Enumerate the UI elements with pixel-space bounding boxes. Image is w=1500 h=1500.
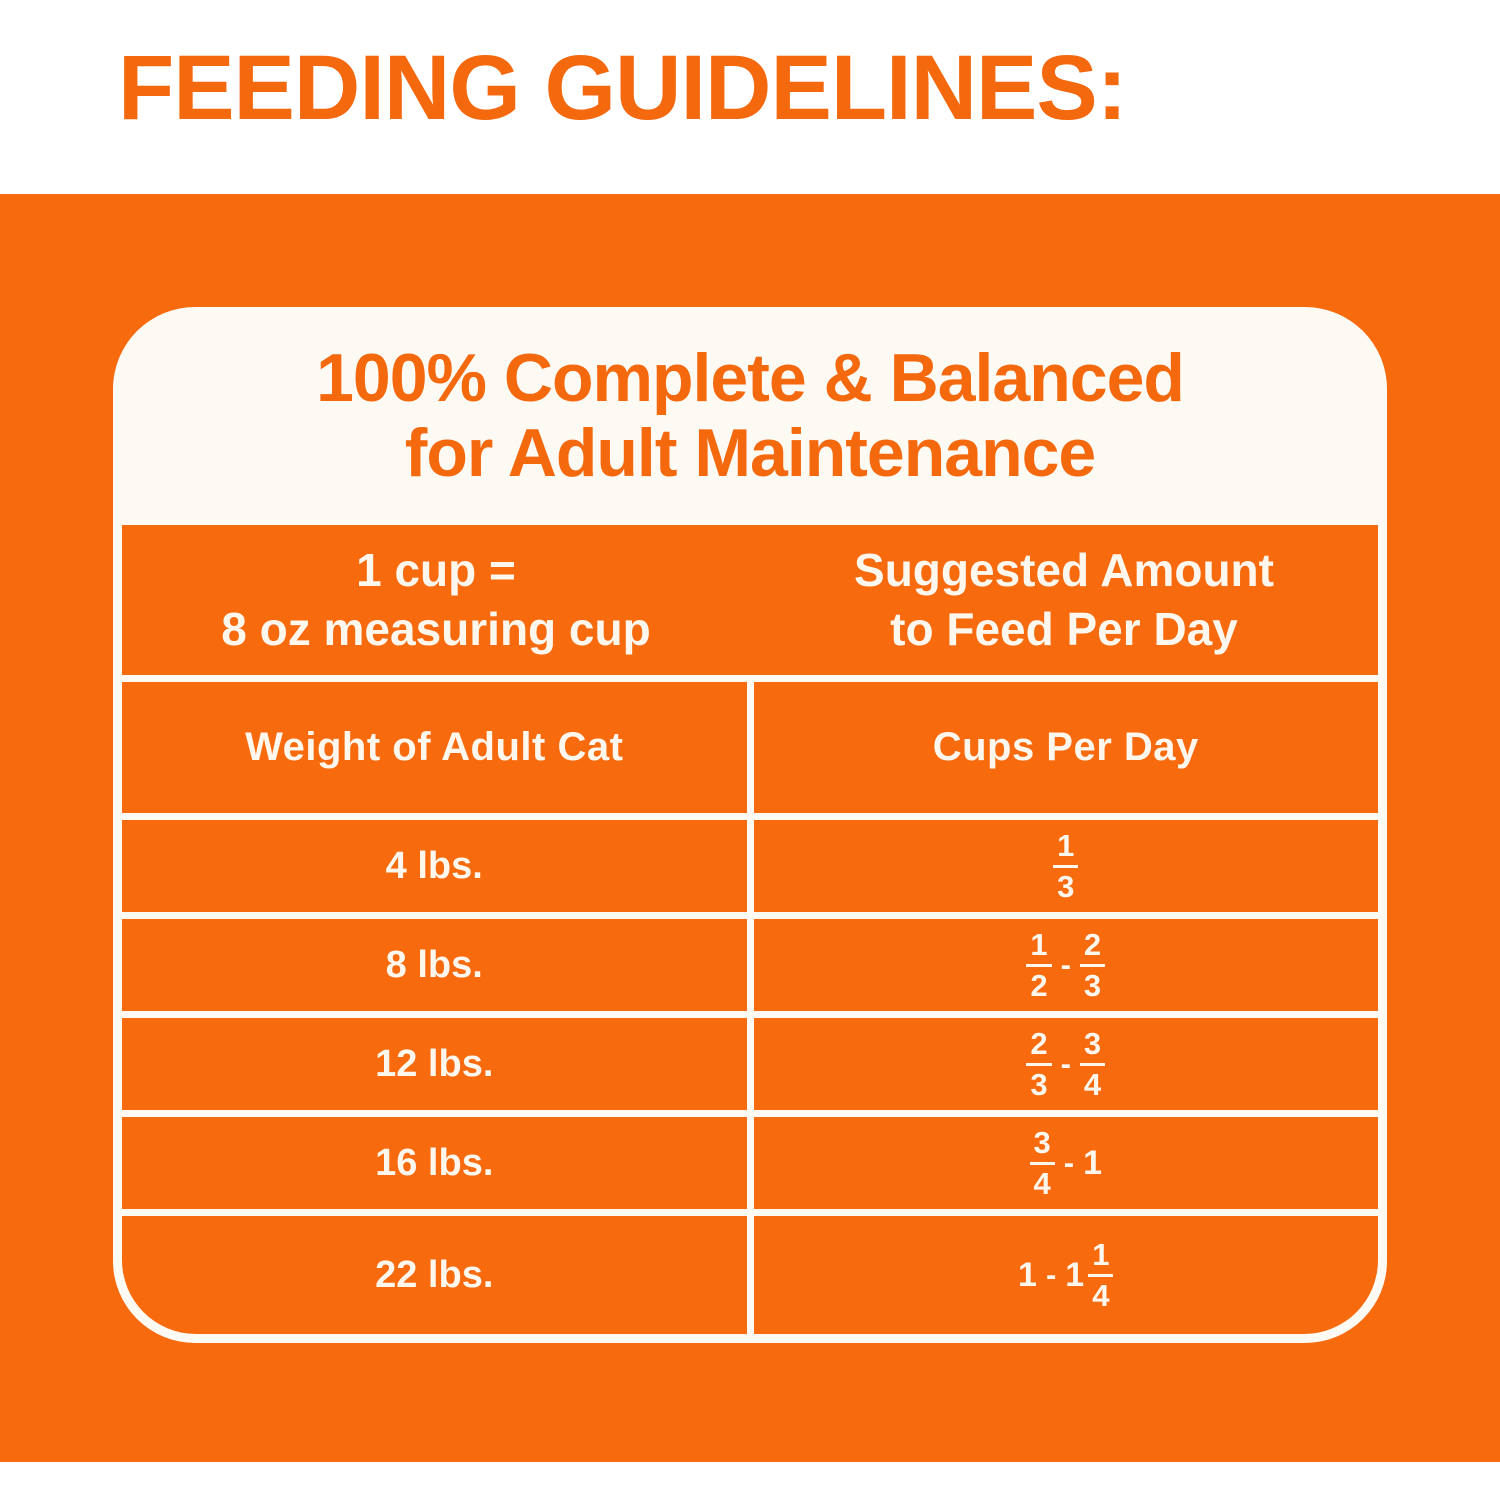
fraction-numerator: 2 <box>1079 929 1106 967</box>
fraction-denominator: 4 <box>1033 1165 1051 1201</box>
table-row-weight: 22 lbs. <box>122 1216 747 1334</box>
table-row-weight: 16 lbs. <box>122 1117 747 1209</box>
column-header-weight: Weight of Adult Cat <box>122 682 747 813</box>
range-dash: - <box>1060 947 1071 982</box>
table-row-weight: 8 lbs. <box>122 919 747 1011</box>
fraction-numerator: 2 <box>1026 1028 1052 1066</box>
whole-number: 1 <box>1018 1255 1037 1294</box>
range-dash: - <box>1063 1145 1075 1180</box>
fraction-denominator: 4 <box>1083 1066 1102 1102</box>
fraction-denominator: 2 <box>1030 967 1048 1003</box>
range-dash: - <box>1045 1257 1057 1292</box>
fraction-numerator: 1 <box>1088 1239 1114 1277</box>
header-cup-definition: 1 cup = 8 oz measuring cup <box>122 541 750 659</box>
top-white-band: FEEDING GUIDELINES: <box>0 0 1500 194</box>
fraction-numerator: 3 <box>1029 1127 1055 1165</box>
whole-number: 1 <box>1065 1255 1085 1294</box>
header-suggested-amount-line1: Suggested Amount <box>854 544 1274 597</box>
fraction-numerator: 1 <box>1053 830 1079 868</box>
header-cup-definition-line1: 1 cup = <box>356 544 516 597</box>
fraction-denominator: 3 <box>1030 1066 1048 1102</box>
fraction-denominator: 3 <box>1057 868 1075 904</box>
page-title: FEEDING GUIDELINES: <box>118 36 1127 139</box>
card-heading-line2: for Adult Maintenance <box>404 415 1097 491</box>
fraction-numerator: 3 <box>1079 1028 1106 1066</box>
range-dash: - <box>1060 1046 1071 1081</box>
table-header-band: 1 cup = 8 oz measuring cup Suggested Amo… <box>122 525 1378 675</box>
table-row-weight: 4 lbs. <box>122 820 747 912</box>
whole-number: 1 <box>1083 1143 1102 1182</box>
header-cup-definition-line2: 8 oz measuring cup <box>221 603 651 655</box>
guidelines-card: 100% Complete & Balanced for Adult Maint… <box>113 307 1387 1343</box>
fraction-denominator: 3 <box>1083 967 1102 1003</box>
table-row-weight: 12 lbs. <box>122 1018 747 1110</box>
fraction-denominator: 4 <box>1092 1277 1110 1313</box>
card-heading-line1: 100% Complete & Balanced <box>316 340 1185 417</box>
feeding-table: 1 cup = 8 oz measuring cup Suggested Amo… <box>122 525 1378 1334</box>
card-heading: 100% Complete & Balanced for Adult Maint… <box>122 307 1378 525</box>
orange-panel: 100% Complete & Balanced for Adult Maint… <box>0 194 1500 1462</box>
column-header-cups: Cups Per Day <box>753 682 1378 813</box>
fraction-numerator: 1 <box>1026 929 1052 967</box>
header-suggested-amount: Suggested Amount to Feed Per Day <box>750 541 1378 659</box>
header-suggested-amount-line2: to Feed Per Day <box>890 603 1238 655</box>
